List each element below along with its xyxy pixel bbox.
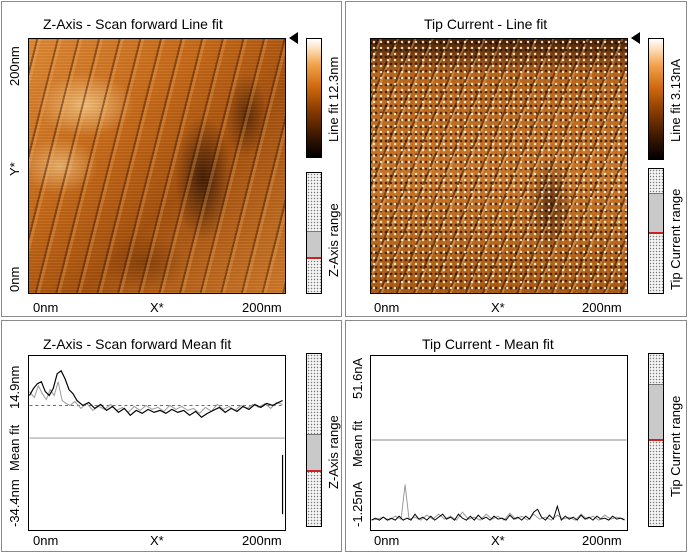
z-axis-topography-image[interactable]: [28, 38, 286, 294]
colorbar-label: Line fit 12.3nm: [326, 56, 341, 142]
x-tick-right: 200nm: [582, 300, 622, 315]
x-axis-label: X*: [150, 533, 164, 548]
y-tick-top: 14.9nm: [7, 365, 22, 409]
x-axis-label: X*: [491, 300, 505, 315]
profile-forward-line: [29, 369, 283, 419]
range-marker: [649, 232, 663, 234]
colorbar: [648, 38, 664, 160]
panel-title: Z-Axis - Scan forward Line fit: [43, 16, 223, 32]
tip-current-image[interactable]: [370, 38, 628, 294]
y-tick-bottom: 0nm: [7, 266, 22, 292]
z-axis-range-bar[interactable]: [306, 172, 322, 294]
y-tick-bottom: -34.4nm: [7, 479, 22, 527]
tip-current-mean-fit-panel: Tip Current - Mean fit 51.6nA Mean fit -…: [345, 320, 687, 552]
x-tick-left: 0nm: [33, 533, 59, 548]
range-fill: [307, 231, 321, 258]
y-tick-top: 51.6nA: [350, 357, 365, 399]
tip-current-range-bar[interactable]: [648, 168, 664, 294]
range-marker: [649, 439, 663, 441]
z-axis-profile-plot[interactable]: [28, 355, 286, 531]
x-tick-right: 200nm: [242, 533, 282, 548]
x-tick-left: 0nm: [33, 300, 59, 315]
x-tick-left: 0nm: [374, 300, 400, 315]
y-axis-label: Mean fit: [7, 424, 22, 471]
current-forward-line: [371, 504, 625, 522]
scan-line-marker-icon[interactable]: [289, 32, 298, 44]
panel-title: Z-Axis - Scan forward Mean fit: [43, 336, 232, 352]
y-axis-label: Y*: [7, 162, 22, 176]
x-tick-right: 200nm: [582, 533, 622, 548]
tip-current-range-bar[interactable]: [648, 353, 664, 527]
range-marker: [307, 257, 321, 259]
colorbar-label: Line fit 3.13nA: [668, 58, 683, 142]
tip-current-profile-plot[interactable]: [370, 355, 628, 531]
range-label: Z-Axis range: [326, 415, 341, 489]
current-reverse-line: [371, 484, 625, 521]
y-tick-top: 200nm: [7, 46, 22, 86]
x-axis-label: X*: [150, 300, 164, 315]
range-label: Z-Axis range: [326, 203, 341, 277]
range-label: Tip Current range: [668, 395, 683, 497]
range-marker: [307, 470, 321, 472]
scan-line-marker-icon[interactable]: [631, 32, 640, 44]
x-tick-left: 0nm: [374, 533, 400, 548]
profile-reverse-line: [29, 381, 283, 415]
panel-title: Tip Current - Line fit: [424, 16, 548, 32]
tip-current-line-fit-panel: Tip Current - Line fit 0nm X* 200nm Line…: [345, 1, 687, 317]
z-axis-mean-fit-panel: Z-Axis - Scan forward Mean fit 14.9nm Me…: [1, 320, 342, 552]
range-fill: [649, 384, 663, 440]
colorbar: [306, 38, 322, 158]
y-tick-bottom: -1.25nA: [350, 481, 365, 527]
range-fill: [649, 193, 663, 233]
x-axis-label: X*: [491, 533, 505, 548]
z-axis-line-fit-panel: Z-Axis - Scan forward Line fit 200nm Y* …: [1, 1, 342, 317]
range-label: Tip Current range: [668, 188, 683, 290]
panel-title: Tip Current - Mean fit: [422, 336, 554, 352]
range-fill: [307, 434, 321, 472]
z-axis-range-bar[interactable]: [306, 353, 322, 527]
x-tick-right: 200nm: [242, 300, 282, 315]
y-axis-label: Mean fit: [350, 420, 365, 467]
